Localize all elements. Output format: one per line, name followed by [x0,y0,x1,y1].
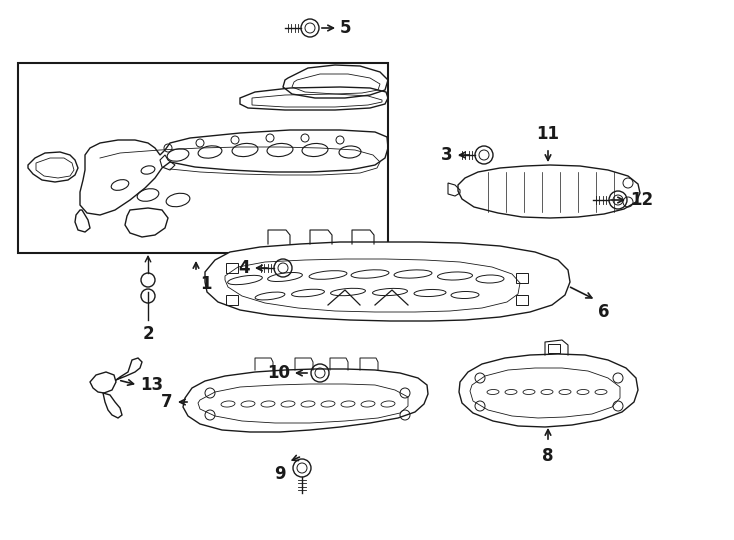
Text: 6: 6 [598,303,609,321]
Polygon shape [458,165,640,218]
Text: 11: 11 [537,125,559,143]
Text: 13: 13 [140,376,163,394]
Text: 10: 10 [267,364,290,382]
Text: 2: 2 [142,325,154,343]
Text: 3: 3 [441,146,453,164]
Bar [18,63,388,253]
Bar [548,344,560,353]
Bar [516,273,528,283]
Text: 1: 1 [200,275,211,293]
Text: 8: 8 [542,447,553,465]
Polygon shape [183,369,428,432]
Bar [226,263,238,273]
Text: 12: 12 [630,191,653,209]
Text: 7: 7 [161,393,173,411]
Polygon shape [459,354,638,427]
Text: 9: 9 [275,465,286,483]
Text: 4: 4 [239,259,250,277]
Polygon shape [205,242,570,321]
Bar [516,295,528,305]
Text: 5: 5 [340,19,352,37]
Bar [226,295,238,305]
